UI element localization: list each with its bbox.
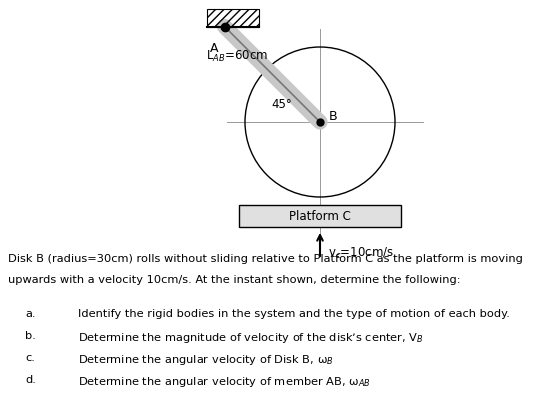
Text: A: A bbox=[210, 42, 219, 55]
Text: Disk B (radius=30cm) rolls without sliding relative to Platform C as the platfor: Disk B (radius=30cm) rolls without slidi… bbox=[8, 254, 523, 264]
Text: 45°: 45° bbox=[272, 98, 292, 110]
Text: Platform C: Platform C bbox=[289, 210, 351, 223]
Text: Identify the rigid bodies in the system and the type of motion of each body.: Identify the rigid bodies in the system … bbox=[78, 309, 510, 319]
Text: B: B bbox=[329, 109, 337, 123]
Text: Determine the angular velocity of Disk B, ω$_B$: Determine the angular velocity of Disk B… bbox=[78, 353, 334, 367]
Bar bbox=[239, 205, 401, 227]
Text: Determine the magnitude of velocity of the disk’s center, V$_B$: Determine the magnitude of velocity of t… bbox=[78, 331, 423, 345]
Text: upwards with a velocity 10cm/s. At the instant shown, determine the following:: upwards with a velocity 10cm/s. At the i… bbox=[8, 275, 461, 285]
Bar bbox=[207, 9, 259, 26]
Text: a.: a. bbox=[25, 309, 36, 319]
Text: b.: b. bbox=[25, 331, 36, 341]
Text: v$_c$=10cm/s: v$_c$=10cm/s bbox=[328, 245, 394, 260]
Text: L$_{AB}$=60cm: L$_{AB}$=60cm bbox=[206, 49, 268, 64]
Text: c.: c. bbox=[25, 353, 35, 363]
Text: Determine the angular velocity of member AB, ω$_{AB}$: Determine the angular velocity of member… bbox=[78, 375, 371, 389]
Text: d.: d. bbox=[25, 375, 36, 385]
